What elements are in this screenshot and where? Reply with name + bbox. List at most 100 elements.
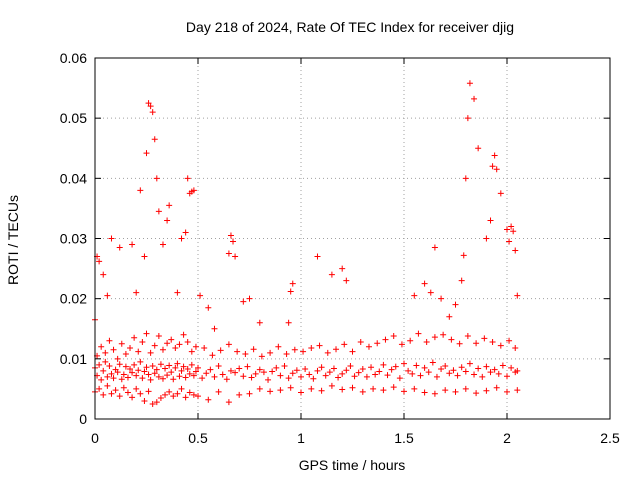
data-point	[205, 304, 212, 311]
data-point	[252, 370, 259, 377]
data-point	[205, 396, 212, 403]
data-point	[267, 388, 274, 395]
data-point	[456, 340, 463, 347]
data-point	[442, 387, 449, 394]
data-point	[450, 367, 457, 374]
data-point	[100, 391, 107, 398]
data-point	[215, 363, 222, 370]
data-point	[96, 258, 103, 265]
data-point	[178, 385, 185, 392]
data-point	[106, 363, 113, 370]
data-point	[407, 337, 414, 344]
data-point	[429, 359, 436, 366]
data-point	[452, 388, 459, 395]
data-point	[225, 341, 232, 348]
data-point	[388, 366, 395, 373]
x-tick-labels: 0 0.5 1 1.5 2 2.5	[91, 430, 620, 446]
data-point	[108, 370, 115, 377]
data-point	[174, 289, 181, 296]
data-point	[116, 393, 123, 400]
data-point	[458, 277, 465, 284]
data-point	[269, 368, 276, 375]
data-point	[396, 375, 403, 382]
data-point	[124, 374, 131, 381]
data-point	[153, 399, 160, 406]
data-point	[471, 95, 478, 102]
data-point	[370, 385, 377, 392]
data-point	[102, 358, 109, 365]
data-point	[267, 349, 274, 356]
data-point	[149, 109, 156, 116]
data-point	[508, 223, 515, 230]
data-point	[164, 217, 171, 224]
data-point	[265, 376, 272, 383]
data-point	[141, 368, 148, 375]
data-point	[98, 376, 105, 383]
data-point	[135, 348, 142, 355]
data-point	[195, 364, 201, 371]
data-point	[258, 353, 265, 360]
data-point	[471, 371, 478, 378]
data-point	[281, 363, 288, 370]
data-point	[164, 372, 171, 379]
data-point	[308, 345, 315, 352]
data-point	[168, 369, 175, 376]
data-point	[133, 385, 140, 392]
data-point	[506, 337, 513, 344]
data-point	[145, 100, 152, 107]
data-point	[260, 369, 267, 376]
data-point	[390, 332, 397, 339]
data-point	[180, 331, 187, 338]
data-point	[176, 373, 183, 380]
data-point	[433, 373, 440, 380]
data-point	[335, 374, 342, 381]
data-point	[454, 372, 461, 379]
data-point	[460, 252, 467, 259]
data-point	[188, 348, 195, 355]
x-axis-label: GPS time / hours	[299, 457, 406, 473]
data-point	[96, 385, 103, 392]
data-point	[147, 103, 154, 110]
data-point	[322, 372, 329, 379]
data-point	[96, 361, 103, 368]
data-point	[174, 360, 181, 367]
data-point	[380, 387, 387, 394]
x-tick-label: 0	[91, 430, 99, 446]
x-tick-label: 2.5	[600, 430, 620, 446]
data-point	[473, 340, 480, 347]
data-point	[343, 367, 350, 374]
data-point	[475, 365, 482, 372]
data-point	[143, 364, 150, 371]
x-tick-label: 1.5	[394, 430, 414, 446]
data-point	[314, 253, 321, 260]
data-point	[446, 313, 453, 320]
data-point	[372, 371, 379, 378]
data-point	[310, 375, 317, 382]
data-point	[256, 366, 263, 373]
data-point	[127, 345, 134, 352]
data-point	[363, 373, 370, 380]
y-tick-label: 0	[79, 411, 87, 427]
data-point	[458, 364, 465, 371]
data-point	[328, 271, 335, 278]
data-point	[182, 394, 189, 401]
data-point	[192, 343, 199, 350]
data-point	[192, 368, 199, 375]
data-point	[127, 366, 134, 373]
data-point	[256, 385, 263, 392]
data-point	[351, 373, 358, 380]
data-point	[139, 338, 146, 345]
data-point	[151, 342, 158, 349]
data-point	[151, 370, 158, 377]
axis-ticks	[94, 57, 611, 420]
data-point	[186, 389, 193, 396]
data-point	[129, 394, 136, 401]
data-point	[287, 384, 294, 391]
y-tick-label: 0.01	[60, 351, 87, 367]
data-point	[232, 369, 239, 376]
data-point	[153, 175, 160, 182]
data-point	[182, 374, 189, 381]
data-point	[291, 346, 298, 353]
data-point	[333, 346, 340, 353]
